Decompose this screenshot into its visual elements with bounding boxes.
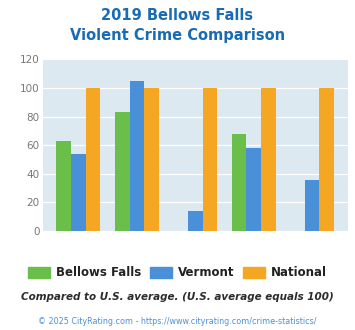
Bar — [203, 88, 217, 231]
Bar — [144, 88, 159, 231]
Bar — [305, 180, 320, 231]
Bar — [86, 88, 100, 231]
Bar — [261, 88, 275, 231]
Bar — [246, 148, 261, 231]
Text: © 2025 CityRating.com - https://www.cityrating.com/crime-statistics/: © 2025 CityRating.com - https://www.city… — [38, 317, 317, 326]
Legend: Bellows Falls, Vermont, National: Bellows Falls, Vermont, National — [24, 262, 331, 284]
Text: Violent Crime Comparison: Violent Crime Comparison — [70, 28, 285, 43]
Text: 2019 Bellows Falls: 2019 Bellows Falls — [102, 8, 253, 23]
Bar — [71, 154, 86, 231]
Bar — [130, 81, 144, 231]
Bar — [56, 141, 71, 231]
Bar — [232, 134, 246, 231]
Bar — [115, 112, 130, 231]
Text: Compared to U.S. average. (U.S. average equals 100): Compared to U.S. average. (U.S. average … — [21, 292, 334, 302]
Bar — [320, 88, 334, 231]
Bar — [188, 211, 203, 231]
